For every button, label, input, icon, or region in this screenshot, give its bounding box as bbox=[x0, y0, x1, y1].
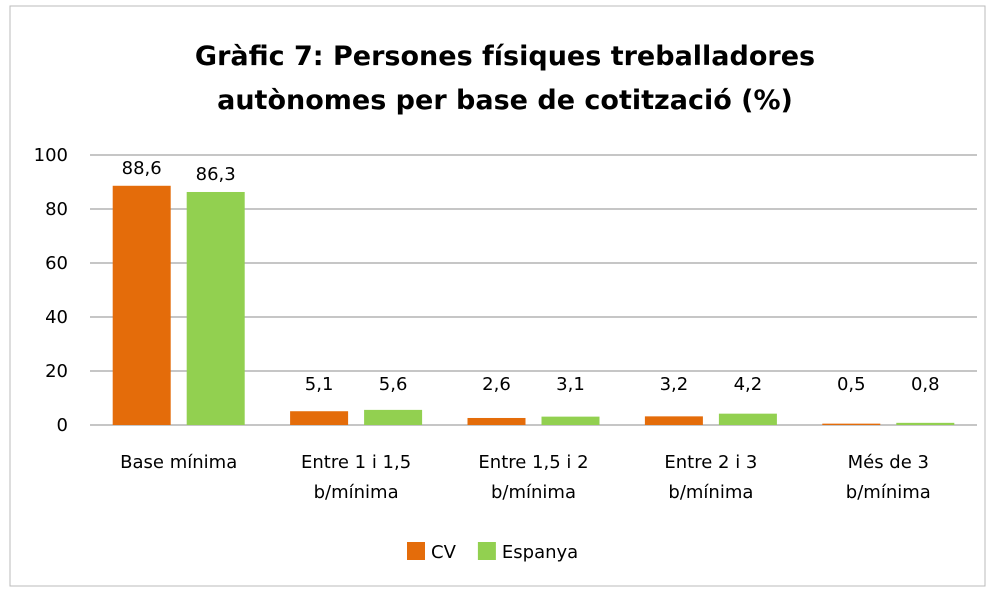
chart-title: Gràfic 7: Persones físiques treballadore… bbox=[195, 41, 815, 116]
bar bbox=[364, 409, 423, 425]
value-label: 88,6 bbox=[122, 158, 162, 179]
x-tick-label: Entre 1 i 1,5 b/mínima bbox=[301, 452, 411, 503]
legend-label: CV bbox=[431, 542, 457, 563]
bar bbox=[290, 411, 349, 425]
value-label: 5,1 bbox=[305, 374, 334, 395]
bar bbox=[112, 185, 171, 425]
x-tick-label: Entre 1,5 i 2 b/mínima bbox=[478, 452, 588, 503]
x-tick-label: Entre 2 i 3 b/mínima bbox=[664, 452, 757, 503]
bar bbox=[541, 416, 600, 425]
value-label: 4,2 bbox=[734, 374, 763, 395]
value-label: 3,2 bbox=[660, 374, 689, 395]
y-tick-label: 20 bbox=[45, 361, 68, 382]
legend-swatch bbox=[477, 542, 496, 560]
bar bbox=[718, 413, 777, 425]
bar bbox=[186, 191, 245, 425]
legend-label: Espanya bbox=[502, 542, 578, 563]
y-tick-label: 0 bbox=[57, 415, 68, 436]
value-label: 5,6 bbox=[379, 374, 408, 395]
value-label: 0,5 bbox=[837, 374, 866, 395]
value-label: 2,6 bbox=[482, 374, 511, 395]
y-tick-label: 100 bbox=[34, 145, 68, 166]
y-tick-label: 80 bbox=[45, 199, 68, 220]
bar bbox=[896, 422, 955, 425]
legend-swatch bbox=[407, 542, 425, 560]
x-tick-label: Base mínima bbox=[120, 452, 237, 473]
value-label: 0,8 bbox=[911, 374, 940, 395]
x-tick-label: Més de 3 b/mínima bbox=[846, 452, 931, 503]
bar bbox=[822, 423, 881, 425]
value-label: 3,1 bbox=[556, 374, 585, 395]
y-tick-label: 60 bbox=[45, 253, 68, 274]
chart-frame bbox=[9, 5, 986, 587]
bar bbox=[644, 416, 703, 425]
y-tick-label: 40 bbox=[45, 307, 68, 328]
bar bbox=[467, 417, 526, 425]
value-label: 86,3 bbox=[196, 164, 236, 185]
